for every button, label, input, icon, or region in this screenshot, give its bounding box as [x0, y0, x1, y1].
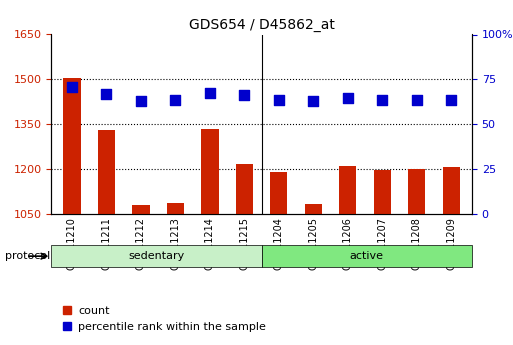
FancyBboxPatch shape [262, 245, 472, 267]
Bar [373, 170, 391, 214]
Bar [64, 78, 81, 214]
Point [447, 97, 456, 103]
Point [275, 97, 283, 103]
Text: active: active [350, 251, 384, 261]
Point [137, 98, 145, 104]
Bar [339, 166, 357, 214]
Bar [98, 130, 115, 214]
Point [171, 97, 180, 103]
Point [309, 98, 318, 104]
Bar [270, 172, 287, 214]
Bar [408, 169, 425, 214]
Bar [305, 204, 322, 214]
Point [103, 91, 111, 97]
Title: GDS654 / D45862_at: GDS654 / D45862_at [189, 18, 334, 32]
Point [68, 85, 76, 90]
Point [206, 90, 214, 96]
Bar [236, 164, 253, 214]
Text: protocol: protocol [5, 251, 50, 261]
FancyBboxPatch shape [51, 245, 262, 267]
Bar [201, 129, 219, 214]
Bar [443, 167, 460, 214]
Point [240, 93, 248, 98]
Bar [132, 205, 150, 214]
Legend: count, percentile rank within the sample: count, percentile rank within the sample [57, 302, 270, 336]
Point [344, 96, 352, 101]
Point [412, 97, 421, 103]
Bar [167, 204, 184, 214]
Point [378, 97, 386, 103]
Text: sedentary: sedentary [128, 251, 185, 261]
